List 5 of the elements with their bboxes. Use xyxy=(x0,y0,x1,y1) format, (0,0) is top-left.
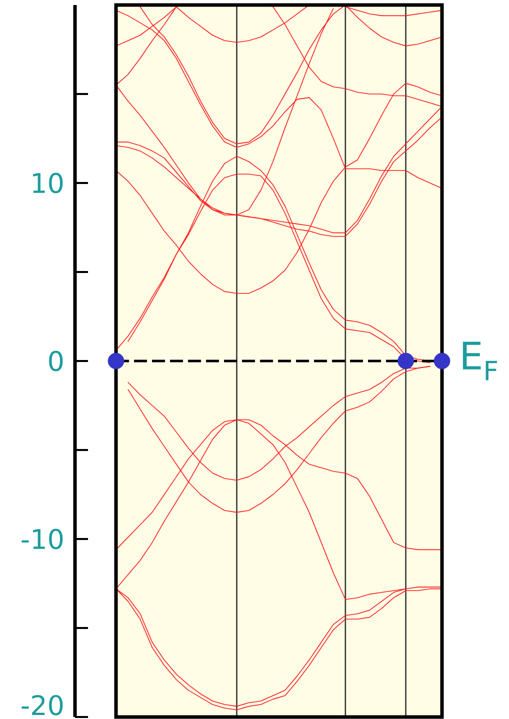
y-tick-label: -10 xyxy=(22,528,63,550)
y-tick-label: 10 xyxy=(33,172,63,194)
y-tick-label: -20 xyxy=(22,694,63,716)
y-tick-label: 0 xyxy=(49,350,63,372)
ref-line-label: E$_{F}$ xyxy=(462,342,497,380)
